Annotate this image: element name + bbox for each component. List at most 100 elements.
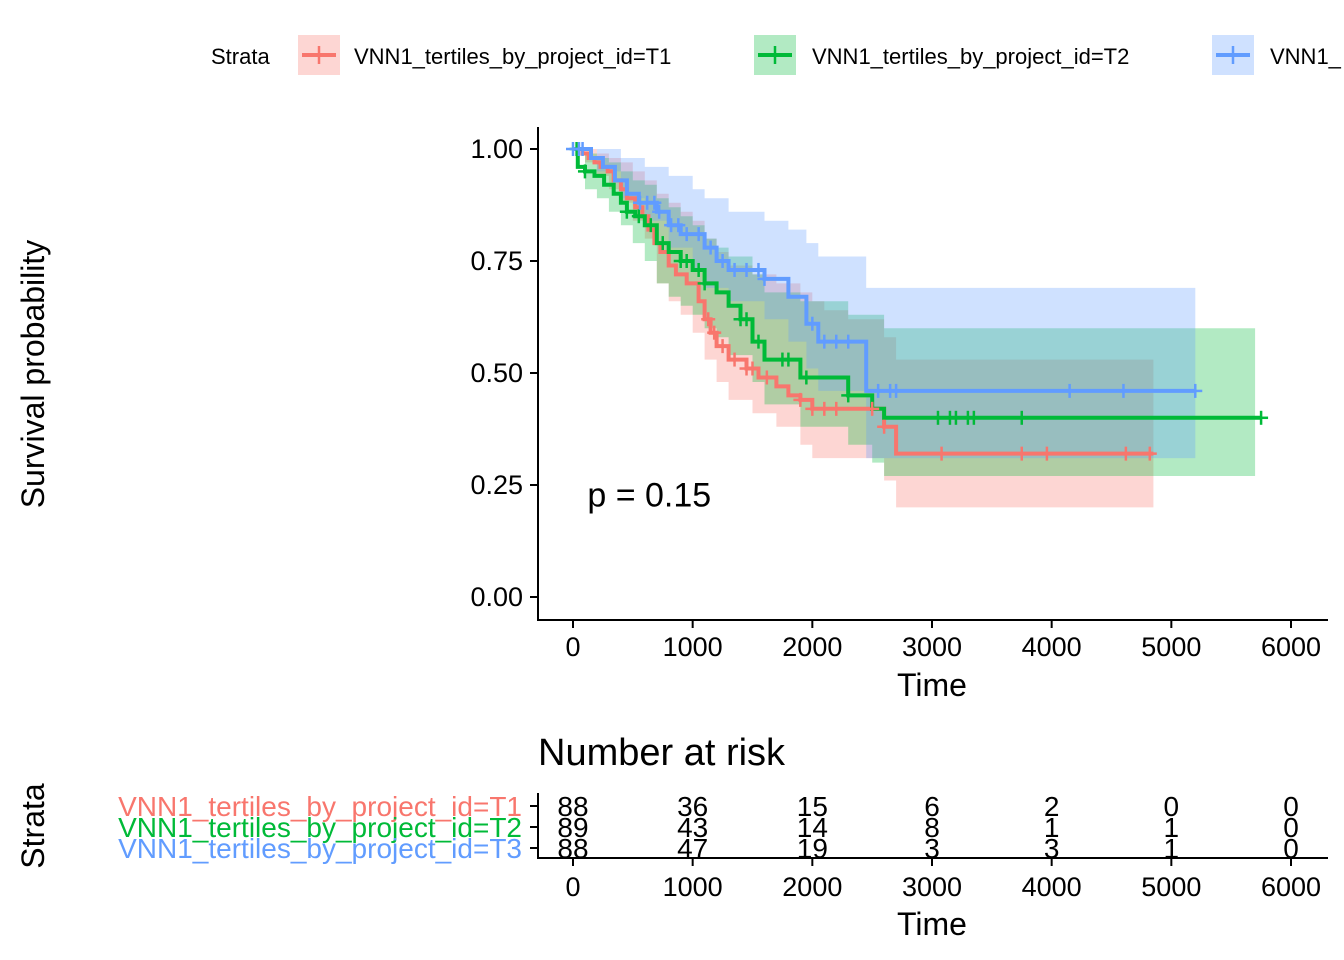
confidence-band-t2 bbox=[573, 149, 1256, 476]
km-plot: 0.00 0.25 0.50 0.75 1.00 0 1000 2000 3000 4000 50… bbox=[15, 127, 1328, 703]
risk-row-label-t2: VNN1_tertiles_by_project_id=T2 bbox=[118, 812, 522, 843]
risk-count-t1: 88 bbox=[557, 791, 588, 822]
censor-mark-t2 bbox=[691, 262, 706, 277]
censor-mark-t2 bbox=[751, 334, 766, 349]
censor-mark-t2 bbox=[799, 370, 814, 385]
legend-label: VNN1_tertiles_by_project_id=T2 bbox=[812, 44, 1129, 69]
censor-mark-t2 bbox=[679, 254, 694, 268]
censor-mark-t1 bbox=[745, 361, 760, 376]
censor-mark-t1 bbox=[793, 392, 808, 407]
censor-mark-t3 bbox=[679, 227, 694, 242]
censor-mark-t3 bbox=[889, 383, 904, 398]
survival-curve-t1 bbox=[573, 147, 1154, 456]
risk-count-t2: 43 bbox=[677, 812, 708, 843]
censor-mark-t3 bbox=[727, 262, 742, 277]
risk-table: Number at risk VNN1_tertiles_by_project_… bbox=[15, 732, 1328, 942]
censor-mark-t3 bbox=[871, 383, 886, 398]
censor-mark-t2 bbox=[619, 204, 634, 219]
censor-mark-t1 bbox=[877, 419, 892, 434]
x-axis-label: Time bbox=[897, 667, 967, 703]
risk-x-tick-label: 1000 bbox=[663, 872, 723, 902]
x-axis-ticks: 0 1000 2000 3000 4000 5000 6000 bbox=[565, 620, 1321, 662]
censor-mark-t3 bbox=[817, 334, 832, 349]
y-tick-label: 0.50 bbox=[470, 358, 523, 388]
risk-x-tick-label: 6000 bbox=[1261, 872, 1321, 902]
censor-mark-t1 bbox=[829, 401, 844, 416]
censor-mark-t1 bbox=[1039, 446, 1054, 461]
censor-mark-t1 bbox=[727, 352, 742, 367]
risk-count-t2: 1 bbox=[1044, 812, 1060, 843]
y-axis-ticks: 0.00 0.25 0.50 0.75 1.00 bbox=[470, 134, 538, 612]
x-tick-label: 6000 bbox=[1261, 632, 1321, 662]
risk-count-t3: 3 bbox=[1044, 833, 1060, 864]
legend-label: VNN1_ bbox=[1270, 44, 1342, 69]
y-axis-label: Survival probability bbox=[15, 240, 51, 509]
censor-mark-t2 bbox=[1254, 410, 1269, 425]
censor-mark-t3 bbox=[715, 254, 730, 268]
censor-mark-t1 bbox=[805, 401, 820, 416]
x-tick-label: 3000 bbox=[902, 632, 962, 662]
censor-mark-t1 bbox=[1014, 446, 1029, 461]
risk-count-t2: 1 bbox=[1164, 812, 1180, 843]
y-tick-label: 1.00 bbox=[470, 134, 523, 164]
censor-mark-t3 bbox=[805, 316, 820, 331]
censor-mark-t2 bbox=[966, 410, 981, 425]
censor-mark-t3 bbox=[739, 262, 754, 277]
censor-mark-t1 bbox=[817, 401, 832, 416]
censor-mark-t2 bbox=[930, 410, 945, 425]
risk-table-title: Number at risk bbox=[538, 732, 786, 774]
censor-mark-t3 bbox=[751, 262, 766, 277]
censor-mark-t3 bbox=[829, 334, 844, 349]
censor-mark-t1 bbox=[759, 370, 774, 385]
censor-mark-t3 bbox=[703, 240, 718, 255]
risk-row-label-t3: VNN1_tertiles_by_project_id=T3 bbox=[118, 833, 522, 864]
censor-mark-t3 bbox=[757, 271, 772, 286]
risk-x-axis-ticks: 0 1000 2000 3000 4000 5000 6000 bbox=[565, 858, 1321, 902]
legend: Strata VNN1_tertiles_by_project_id=T1 VNN… bbox=[211, 35, 1342, 75]
censor-mark-t3 bbox=[1188, 383, 1203, 398]
risk-y-axis-label: Strata bbox=[15, 783, 51, 869]
x-tick-label: 4000 bbox=[1022, 632, 1082, 662]
risk-count-t1: 6 bbox=[924, 791, 940, 822]
risk-count-t1: 2 bbox=[1044, 791, 1060, 822]
censor-mark-t1 bbox=[934, 446, 949, 461]
x-tick-label: 0 bbox=[565, 632, 580, 662]
risk-count-t3: 0 bbox=[1283, 833, 1299, 864]
censor-mark-t2 bbox=[948, 410, 963, 425]
confidence-band-t3 bbox=[573, 149, 1196, 459]
risk-count-t2: 14 bbox=[797, 812, 828, 843]
x-tick-label: 5000 bbox=[1141, 632, 1201, 662]
censor-mark-t2 bbox=[577, 164, 592, 179]
x-tick-label: 2000 bbox=[782, 632, 842, 662]
risk-count-t3: 3 bbox=[924, 833, 940, 864]
risk-count-t3: 1 bbox=[1164, 833, 1180, 864]
censor-marks bbox=[566, 142, 1269, 461]
y-tick-label: 0.25 bbox=[470, 470, 523, 500]
legend-entry-t2: VNN1_tertiles_by_project_id=T2 bbox=[754, 35, 1129, 75]
censor-mark-t3 bbox=[575, 142, 590, 156]
censor-mark-t2 bbox=[643, 218, 658, 233]
legend-entry-t1: VNN1_tertiles_by_project_id=T1 bbox=[298, 35, 671, 75]
risk-x-axis-label: Time bbox=[897, 906, 967, 942]
x-tick-label: 1000 bbox=[663, 632, 723, 662]
risk-count-t1: 36 bbox=[677, 791, 708, 822]
risk-row-label-t1: VNN1_tertiles_by_project_id=T1 bbox=[118, 791, 522, 822]
censor-mark-t1 bbox=[707, 325, 722, 340]
censor-mark-t1 bbox=[715, 339, 730, 354]
risk-count-t1: 15 bbox=[797, 791, 828, 822]
risk-x-tick-label: 3000 bbox=[902, 872, 962, 902]
censor-mark-t1 bbox=[1118, 446, 1133, 461]
risk-x-tick-label: 0 bbox=[565, 872, 580, 902]
y-tick-label: 0.75 bbox=[470, 246, 523, 276]
censor-mark-t3 bbox=[647, 195, 662, 210]
risk-count-t2: 0 bbox=[1283, 812, 1299, 843]
censor-mark-t2 bbox=[655, 236, 670, 251]
censor-mark-t2 bbox=[631, 209, 646, 224]
censor-mark-t3 bbox=[671, 218, 686, 233]
legend-title: Strata bbox=[211, 44, 270, 69]
legend-entry-t3: VNN1_ bbox=[1212, 35, 1342, 75]
risk-count-t2: 8 bbox=[924, 812, 940, 843]
legend-label: VNN1_tertiles_by_project_id=T1 bbox=[354, 44, 671, 69]
censor-mark-t2 bbox=[697, 276, 712, 291]
